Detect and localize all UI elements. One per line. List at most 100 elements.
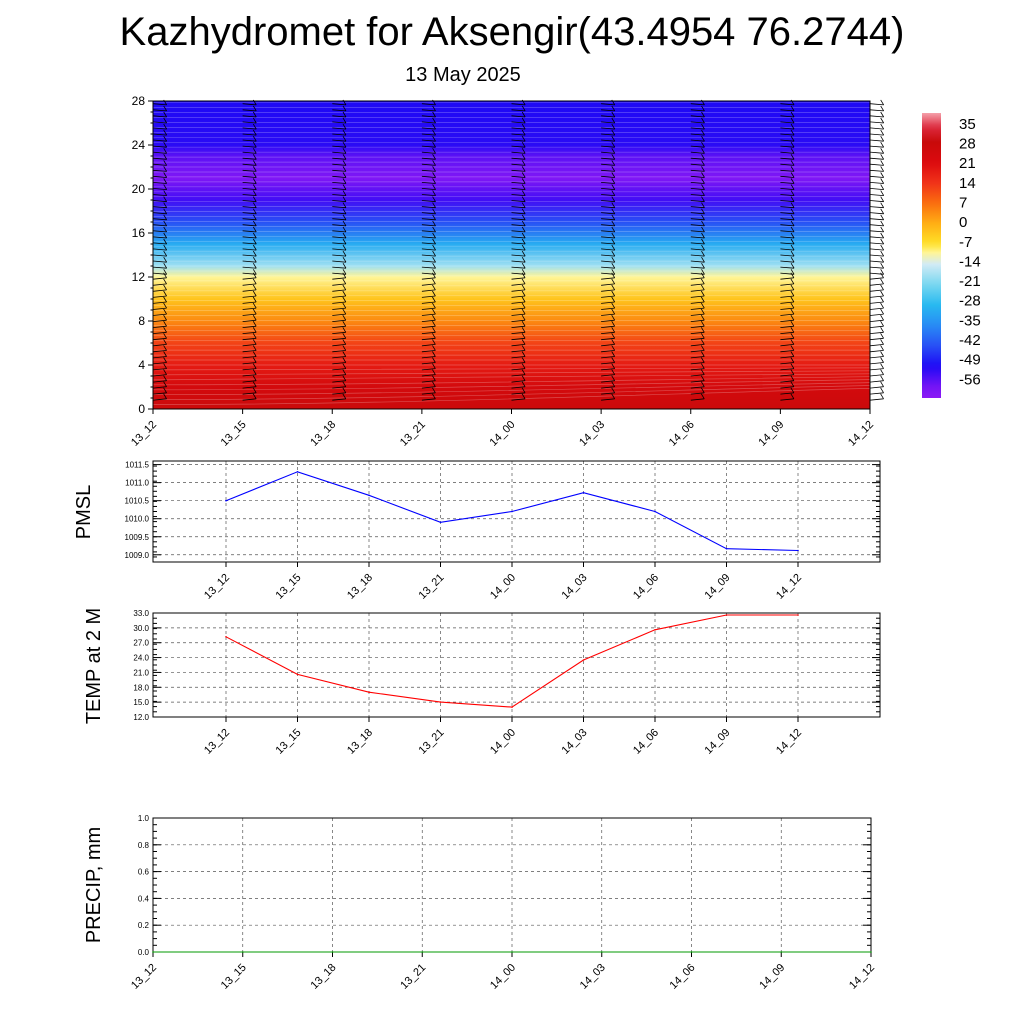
wind-barb	[332, 339, 347, 347]
wind-barb	[421, 238, 436, 245]
wind-barb	[690, 290, 705, 298]
wind-barb	[152, 327, 167, 334]
wind-barb	[601, 339, 616, 347]
wind-barb	[332, 387, 347, 395]
wind-barb	[869, 214, 885, 221]
wind-barb	[242, 244, 257, 251]
precip-data-point	[780, 951, 783, 953]
pmsl-data-point	[654, 510, 656, 513]
wind-barb	[421, 148, 436, 154]
wind-barb	[152, 302, 167, 310]
wind-barb	[511, 184, 526, 190]
wind-barb	[242, 314, 257, 322]
wind-barb	[601, 381, 616, 389]
wind-barb	[869, 387, 884, 395]
wind-barb	[601, 333, 616, 341]
wind-barb	[152, 314, 167, 322]
wind-barb	[690, 320, 705, 328]
wind-barb	[601, 148, 616, 154]
wind-barb	[332, 278, 347, 286]
wind-barb	[690, 184, 705, 190]
wind-barb	[780, 196, 795, 203]
wind-barb	[869, 238, 885, 245]
colorbar-label: -42	[959, 332, 981, 349]
wind-barb	[511, 320, 526, 328]
wind-barb	[601, 314, 616, 322]
wind-barb	[511, 244, 526, 251]
wind-barb	[421, 154, 436, 160]
pmsl-panel: 1009.0 1009.5 1010.0 1010.5 1011.0 1011.5 13_1…	[73, 460, 881, 602]
x-tick-label: 14_12	[774, 572, 804, 602]
wind-barb	[780, 296, 795, 304]
wind-barb	[869, 220, 885, 227]
wind-barb	[421, 339, 436, 347]
wind-barb	[152, 196, 168, 203]
wind-barb	[332, 375, 347, 383]
wind-barb	[780, 262, 795, 269]
wind-barb	[511, 284, 526, 292]
wind-barb	[152, 244, 168, 251]
y-tick-label: 12.0	[133, 713, 149, 722]
wind-barb	[152, 141, 168, 148]
wind-barb	[152, 123, 168, 130]
wind-barb	[780, 244, 795, 251]
wind-barb	[690, 357, 705, 365]
pmsl-data-point	[582, 491, 585, 494]
wind-barb	[332, 190, 347, 196]
wind-barb	[421, 269, 436, 275]
wind-barb	[152, 375, 167, 383]
wind-barb	[332, 166, 347, 172]
wind-barb	[152, 369, 167, 377]
panel-frame	[152, 612, 881, 718]
wind-barb	[332, 184, 347, 190]
wind-barb	[869, 339, 884, 347]
wind-barb	[601, 196, 616, 203]
x-tick-label: 13_15	[219, 962, 249, 992]
wind-barb	[421, 105, 436, 112]
precip-ylabel: PRECIP, mm	[83, 827, 105, 943]
wind-barb	[511, 172, 526, 178]
y-tick-label: 16	[132, 226, 146, 240]
wind-barb	[332, 172, 347, 178]
wind-barb	[242, 262, 257, 269]
wind-barb	[152, 339, 167, 347]
wind-barb	[780, 381, 795, 389]
wind-barb	[780, 105, 795, 112]
wind-barb	[869, 272, 884, 280]
wind-barb	[242, 345, 257, 353]
wind-barb	[332, 196, 347, 203]
wind-barb	[869, 290, 884, 298]
precip-data-point	[690, 951, 693, 953]
precip-data-point	[242, 951, 244, 953]
wind-barb	[242, 178, 257, 184]
wind-barb	[511, 129, 526, 136]
wind-barb	[152, 363, 167, 371]
wind-barb	[242, 166, 257, 172]
wind-barb	[421, 250, 436, 257]
wind-barb	[601, 351, 616, 359]
wind-barb	[601, 184, 616, 190]
wind-barb	[690, 232, 705, 239]
wind-barb	[421, 262, 436, 269]
wind-barb	[869, 99, 885, 106]
wind-barb	[332, 250, 347, 257]
wind-barb	[601, 375, 616, 383]
wind-barb	[511, 269, 526, 275]
wind-barb	[690, 202, 705, 209]
colorbar-label: 0	[959, 214, 967, 231]
wind-barb	[511, 381, 526, 389]
x-tick-label: 13_12	[202, 572, 232, 602]
wind-barb	[690, 166, 705, 172]
wind-barb	[152, 290, 167, 298]
wind-barb	[421, 172, 436, 178]
precip-data-point	[511, 951, 513, 953]
chart-date: 13 May 2025	[405, 64, 521, 86]
wind-barb	[780, 172, 795, 178]
colorbar-label: -28	[959, 293, 981, 310]
wind-barb	[511, 393, 526, 401]
wind-barb	[690, 244, 705, 251]
wind-barb	[780, 393, 795, 401]
wind-barb	[421, 226, 436, 233]
temp-data-point	[368, 691, 370, 693]
y-tick-label: 33.0	[133, 609, 149, 618]
